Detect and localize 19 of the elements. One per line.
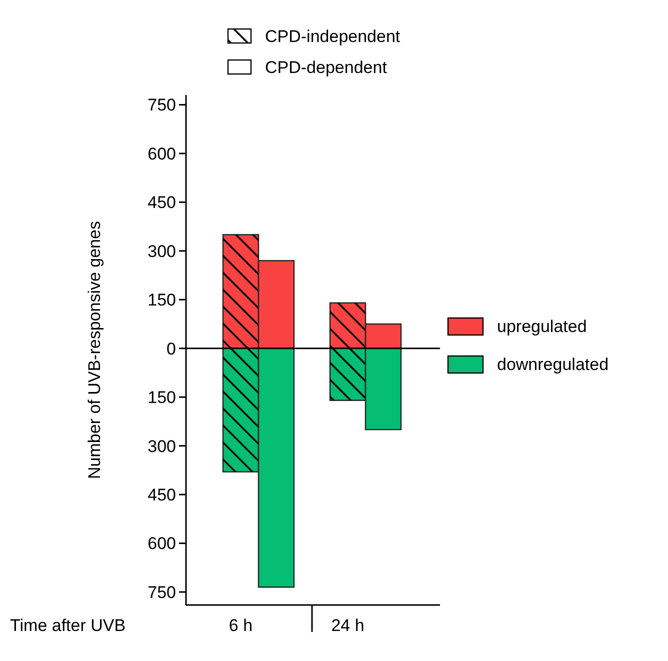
text: CPD-dependent	[265, 58, 388, 77]
y-tick-label: 300	[148, 436, 176, 456]
y-axis-title: Number of UVB-responsive genes	[85, 221, 104, 479]
x-tick-label: 24 h	[331, 616, 364, 635]
legend-label: downregulated	[497, 354, 609, 374]
y-tick-label: 450	[148, 193, 176, 212]
y-tick-label: 600	[148, 144, 176, 164]
text: CPD-independent	[265, 26, 400, 46]
y-tick-label: 150	[148, 388, 176, 408]
y-tick-label: 0	[166, 339, 176, 358]
y-tick-label: 150	[148, 290, 176, 310]
y-tick-label: 450	[148, 486, 176, 505]
y-tick-label: 600	[148, 534, 176, 554]
y-tick-label: 750	[148, 582, 176, 602]
legend-label: upregulated	[497, 316, 587, 336]
x-tick-label: 6 h	[228, 616, 253, 635]
y-tick-label: 750	[148, 96, 176, 115]
y-tick-label: 300	[148, 242, 176, 261]
x-axis-title: Time after UVB	[10, 616, 126, 635]
